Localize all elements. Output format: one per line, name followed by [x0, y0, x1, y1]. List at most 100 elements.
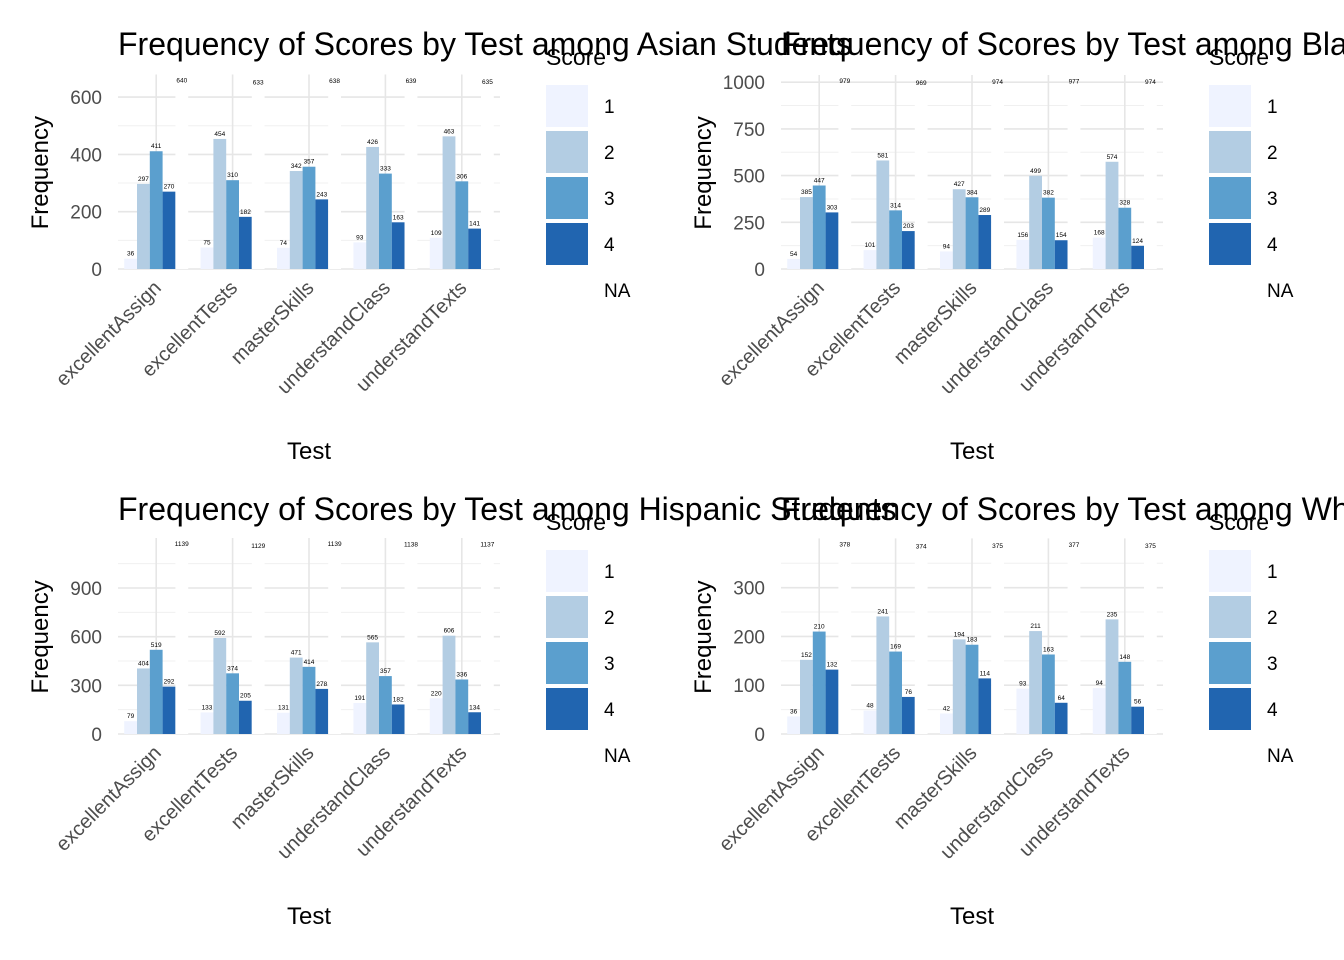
legend-key-3	[546, 177, 588, 219]
y-tick-label: 900	[70, 579, 102, 600]
legend-label: 2	[604, 143, 615, 164]
y-tick-label: 600	[70, 628, 102, 649]
data-label: 93	[356, 234, 364, 241]
bar-score-1	[1092, 688, 1106, 734]
data-label: 94	[1096, 680, 1104, 687]
bar-score-4	[162, 686, 176, 734]
data-label: 148	[1119, 654, 1130, 661]
legend: Score 1 2 3 4 NA	[1209, 509, 1294, 776]
data-label: 94	[943, 243, 951, 250]
data-label: 519	[151, 642, 162, 649]
bar-score-2	[952, 639, 966, 734]
bar-score-1	[940, 713, 953, 734]
x-axis-title: Test	[287, 438, 331, 465]
bar-score-2	[366, 642, 379, 734]
bar-score-1	[353, 703, 367, 734]
bar-score-2	[442, 635, 456, 734]
legend-label: 1	[1267, 97, 1278, 118]
data-label: 979	[839, 78, 850, 85]
bar-score-4	[978, 215, 992, 269]
bar-score-na	[914, 87, 928, 269]
bar-score-3	[889, 210, 902, 269]
data-label: 1139	[328, 541, 342, 548]
bar-score-2	[800, 659, 813, 734]
data-label: 303	[827, 204, 838, 211]
bar-score-3	[812, 631, 826, 734]
bar-score-1	[787, 716, 800, 734]
legend-key-1	[546, 85, 588, 127]
y-tick-label: 750	[733, 120, 765, 141]
data-label: 182	[240, 209, 251, 216]
legend-key-3	[1209, 642, 1251, 684]
data-label: 292	[164, 679, 175, 686]
bar-score-3	[889, 651, 902, 734]
legend-title: Score	[546, 509, 606, 535]
legend-key-4	[546, 688, 588, 730]
legend-title: Score	[546, 44, 606, 70]
data-label: 1138	[404, 541, 418, 548]
bar-score-na	[175, 549, 189, 734]
bar-score-1	[429, 237, 443, 269]
legend-label: 2	[1267, 608, 1278, 629]
data-label: 336	[456, 671, 467, 678]
legend-label: NA	[1267, 281, 1294, 302]
data-label: 581	[877, 152, 888, 159]
y-axis-ticks: 0 300 600 900	[70, 579, 102, 746]
bar-score-na	[481, 549, 494, 734]
y-tick-label: 100	[733, 676, 765, 697]
legend-key-4	[1209, 223, 1251, 265]
data-label: 203	[903, 223, 914, 230]
bar-score-1	[277, 712, 290, 734]
y-tick-label: 250	[733, 213, 765, 234]
legend-key-2	[1209, 131, 1251, 173]
bar-score-2	[366, 146, 379, 269]
bar-score-2	[800, 197, 813, 269]
data-label: 163	[393, 214, 404, 221]
bar-score-3	[226, 180, 239, 269]
bar-score-3	[812, 185, 826, 269]
data-label: 141	[469, 221, 480, 228]
data-label: 211	[1030, 623, 1041, 630]
data-labels: 36 48 42 93 94 152 241 194 211 235 210 169 183 163 148…	[790, 542, 1156, 716]
chart-title: Frequency of Scores by Test among Hispan…	[118, 491, 896, 527]
bars	[124, 549, 494, 734]
y-axis-title: Frequency	[690, 116, 717, 229]
bar-score-1	[353, 242, 367, 269]
data-label: 374	[916, 544, 927, 551]
data-label: 191	[354, 695, 365, 702]
data-labels: 36 75 74 93 109 297 454 342 426 463 411 310 357 333 30…	[127, 78, 493, 258]
data-label: 333	[380, 166, 391, 173]
bar-score-1	[940, 251, 953, 269]
data-label: 606	[444, 628, 455, 635]
bar-score-na	[914, 551, 928, 734]
data-label: 463	[444, 128, 455, 135]
bar-score-2	[1105, 619, 1119, 734]
bar-score-3	[379, 676, 392, 734]
data-labels: 54 101 94 156 168 385 581 427 499 574 447 314 384 382…	[790, 78, 1156, 258]
bar-score-na	[838, 549, 852, 734]
legend-label: 4	[1267, 700, 1278, 721]
bar-score-4	[315, 199, 329, 269]
bar-score-3	[455, 181, 469, 269]
y-axis-ticks: 0 100 200 300	[733, 579, 765, 746]
x-axis-title: Test	[950, 903, 994, 930]
chart-title: Frequency of Scores by Test among Asian …	[118, 26, 852, 62]
data-label: 74	[280, 240, 288, 247]
data-label: 357	[304, 159, 315, 166]
data-label: 297	[138, 176, 149, 183]
bar-score-4	[1131, 245, 1144, 269]
bar-score-3	[302, 166, 316, 269]
data-label: 592	[214, 630, 225, 637]
legend-label: 1	[1267, 562, 1278, 583]
legend-title: Score	[1209, 509, 1269, 535]
legend-label: 3	[604, 654, 615, 675]
legend-key-2	[1209, 596, 1251, 638]
bar-score-na	[251, 87, 265, 269]
legend-label: 3	[604, 189, 615, 210]
bar-score-3	[455, 679, 469, 734]
bar-score-na	[1067, 550, 1081, 734]
bar-score-na	[404, 549, 418, 734]
data-label: 36	[127, 251, 135, 258]
bar-score-3	[149, 649, 163, 734]
legend-key-3	[546, 642, 588, 684]
